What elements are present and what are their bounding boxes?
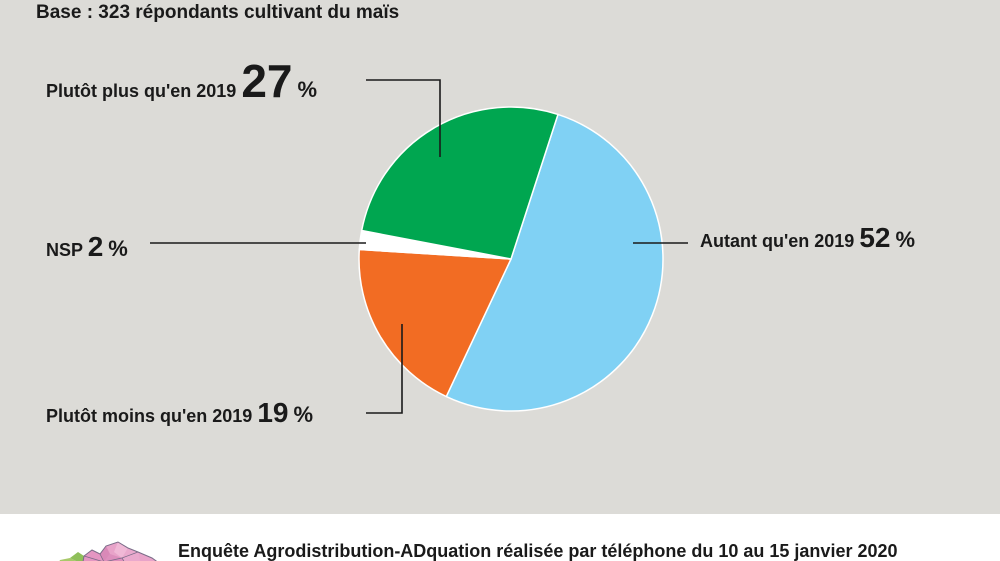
footer: Enquête Agrodistribution-ADquation réali…	[0, 514, 1000, 561]
slice-unit: %	[108, 236, 128, 261]
slice-label-plutot-moins: Plutôt moins qu'en 2019 19 %	[46, 399, 313, 427]
chart-panel: Base : 323 répondants cultivant du maïs …	[0, 0, 1000, 514]
pie-chart	[150, 79, 688, 414]
slice-label-text: Plutôt plus qu'en 2019	[46, 81, 237, 101]
slice-value: 19	[257, 397, 289, 428]
slice-unit: %	[895, 227, 916, 252]
slice-value: 2	[87, 231, 104, 262]
base-caption: Base : 323 répondants cultivant du maïs	[36, 2, 400, 23]
france-regions-map-icon	[59, 541, 158, 561]
slice-label-nsp: NSP 2 %	[46, 233, 128, 261]
pie-slice-3	[360, 106, 559, 260]
slice-label-text: NSP	[46, 240, 83, 260]
slice-label-text: Plutôt moins qu'en 2019	[46, 406, 253, 426]
slice-label-plutot-plus: Plutôt plus qu'en 2019 27 %	[46, 58, 317, 104]
slice-label-text: Autant qu'en 2019	[700, 231, 855, 251]
survey-source-note: Enquête Agrodistribution-ADquation réali…	[178, 541, 898, 561]
leader-line-plutot-moins	[366, 324, 403, 414]
slice-unit: %	[293, 402, 314, 427]
pie-slice-1	[358, 248, 513, 398]
pie-slice-0	[445, 113, 664, 412]
slice-unit: %	[297, 77, 318, 102]
slice-value: 27	[241, 55, 293, 107]
leader-line-plutot-plus	[366, 79, 441, 157]
slice-label-autant: Autant qu'en 2019 52 %	[700, 224, 915, 252]
slice-value: 52	[859, 222, 891, 253]
